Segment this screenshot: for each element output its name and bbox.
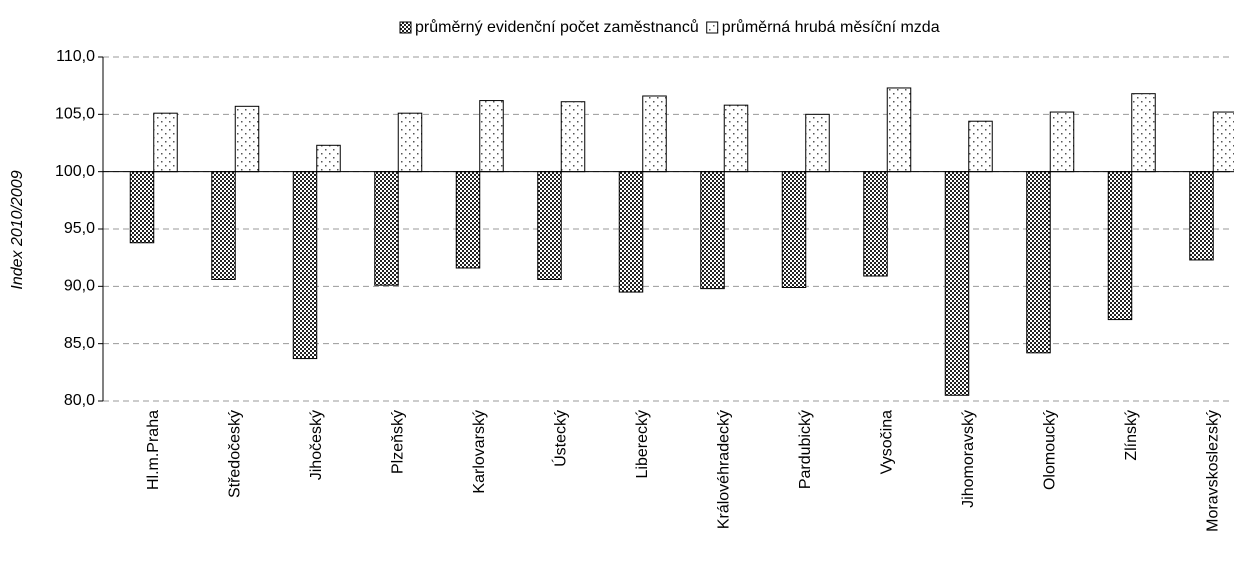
bar: [968, 120, 993, 173]
bar: [618, 171, 644, 293]
bar: [781, 171, 807, 288]
bar: [455, 171, 481, 269]
bar: [560, 101, 586, 173]
bar: [944, 171, 970, 396]
bar: [1107, 171, 1133, 321]
legend-label: průměrný evidenční počet zaměstnanců: [415, 18, 699, 36]
x-tick-label: Moravskoslezský: [1204, 410, 1221, 532]
y-tick-label: 110,0: [56, 48, 95, 65]
bar: [805, 113, 830, 173]
bar: [723, 104, 749, 173]
legend-swatch: [399, 21, 412, 34]
bar: [211, 171, 236, 280]
bar: [1212, 111, 1234, 173]
x-tick-label: Středočeský: [226, 410, 243, 498]
x-tick-label: Královéhradecký: [715, 410, 732, 529]
bar: [537, 171, 562, 280]
bar: [479, 100, 504, 173]
y-tick-label: 90,0: [64, 278, 95, 295]
x-tick-label: Liberecký: [634, 410, 651, 478]
x-tick-label: Karlovarský: [471, 410, 488, 494]
x-tick-label: Zlínský: [1123, 410, 1140, 461]
bar: [863, 171, 888, 277]
bar: [374, 171, 399, 286]
legend-swatch: [706, 21, 719, 34]
x-tick-label: Ústecký: [550, 410, 569, 467]
x-tick-label: Jihočeský: [308, 410, 325, 480]
x-tick-label: Pardubický: [797, 410, 814, 489]
x-tick-label: Plzeňský: [389, 410, 406, 474]
bar: [397, 112, 423, 173]
y-tick-label: 105,0: [55, 106, 95, 123]
bar: [316, 144, 341, 173]
bar: [886, 87, 912, 173]
y-tick-label: 95,0: [64, 220, 95, 237]
bar: [1189, 171, 1214, 261]
bar: [1026, 171, 1051, 354]
x-tick-label: Olomoucký: [1041, 410, 1058, 490]
legend-label: průměrná hrubá měsíční mzda: [722, 18, 940, 36]
bar: [642, 95, 667, 173]
x-tick-label: Jihomoravský: [960, 410, 977, 508]
bar: [292, 171, 318, 360]
bar: [700, 171, 725, 290]
x-tick-label: Hl.m.Praha: [145, 410, 162, 490]
y-axis-label: Index 2010/2009: [9, 170, 26, 289]
y-tick-label: 80,0: [64, 392, 95, 409]
bar: [234, 105, 260, 173]
x-tick-label: Vysočina: [878, 410, 895, 474]
bar: [1049, 111, 1075, 173]
bar: [153, 112, 178, 173]
y-tick-label: 100,0: [55, 163, 95, 180]
bar: [129, 171, 155, 244]
y-tick-label: 85,0: [64, 335, 95, 352]
bar: [1131, 93, 1156, 173]
